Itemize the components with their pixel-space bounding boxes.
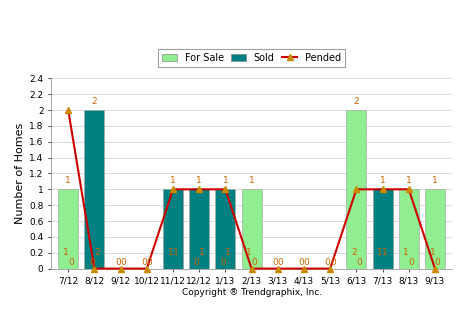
Legend: For Sale, Sold, Pended: For Sale, Sold, Pended xyxy=(158,49,345,67)
Bar xyxy=(241,189,262,269)
Text: 1: 1 xyxy=(222,176,228,185)
Text: 1: 1 xyxy=(246,248,252,257)
Text: 0: 0 xyxy=(435,258,440,267)
Text: 1: 1 xyxy=(196,176,202,185)
Y-axis label: Number of Homes: Number of Homes xyxy=(15,123,25,224)
Text: 0: 0 xyxy=(409,258,414,267)
Text: 1: 1 xyxy=(225,248,231,257)
Text: 2: 2 xyxy=(94,248,100,257)
Text: 0: 0 xyxy=(272,258,278,267)
Text: 0: 0 xyxy=(325,258,331,267)
Text: 0: 0 xyxy=(115,258,121,267)
Bar xyxy=(215,189,235,269)
Bar xyxy=(425,189,445,269)
Bar xyxy=(347,110,366,269)
Text: 0: 0 xyxy=(356,258,362,267)
Text: 0: 0 xyxy=(304,258,310,267)
Text: 2: 2 xyxy=(354,97,359,106)
Bar xyxy=(373,189,393,269)
Text: 1: 1 xyxy=(199,248,205,257)
Bar xyxy=(189,189,209,269)
Text: 0: 0 xyxy=(142,258,147,267)
Text: 0: 0 xyxy=(89,258,95,267)
Text: 1: 1 xyxy=(249,176,255,185)
Text: 0: 0 xyxy=(147,258,152,267)
Bar xyxy=(163,189,183,269)
Text: 1: 1 xyxy=(382,248,388,257)
Text: 0: 0 xyxy=(68,258,74,267)
Text: 1: 1 xyxy=(377,248,383,257)
Text: 1: 1 xyxy=(380,176,385,185)
Text: 0: 0 xyxy=(120,258,126,267)
Text: 1: 1 xyxy=(170,176,176,185)
Text: 0: 0 xyxy=(220,258,226,267)
Text: 2: 2 xyxy=(92,97,97,106)
Bar xyxy=(163,189,183,269)
Text: 0: 0 xyxy=(251,258,257,267)
Bar xyxy=(85,110,104,269)
Bar xyxy=(399,189,419,269)
Bar xyxy=(58,189,78,269)
Text: 1: 1 xyxy=(406,176,411,185)
X-axis label: Copyright ® Trendgraphix, Inc.: Copyright ® Trendgraphix, Inc. xyxy=(182,288,322,297)
Bar xyxy=(373,189,393,269)
Text: 1: 1 xyxy=(432,176,438,185)
Text: 0: 0 xyxy=(277,258,283,267)
Text: 1: 1 xyxy=(63,248,69,257)
Text: 1: 1 xyxy=(173,248,178,257)
Text: 0: 0 xyxy=(298,258,304,267)
Text: 0: 0 xyxy=(194,258,199,267)
Text: 1: 1 xyxy=(168,248,173,257)
Text: 1: 1 xyxy=(403,248,409,257)
Text: 2: 2 xyxy=(351,248,357,257)
Text: 1: 1 xyxy=(430,248,435,257)
Text: 0: 0 xyxy=(330,258,336,267)
Text: 1: 1 xyxy=(65,176,71,185)
